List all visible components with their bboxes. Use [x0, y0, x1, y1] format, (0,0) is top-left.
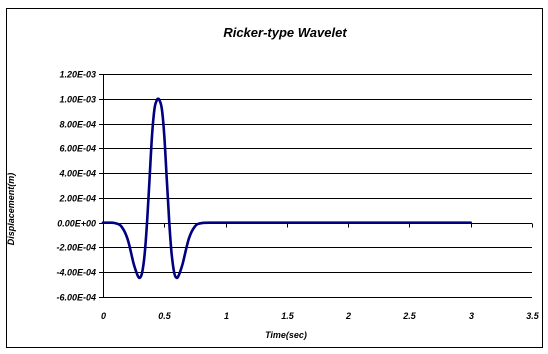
x-tick-label: 1: [224, 311, 229, 321]
x-tick-label: 3.5: [526, 311, 540, 321]
y-tick-label: 6.00E-04: [59, 144, 96, 154]
x-axis-label: Time(sec): [265, 330, 307, 340]
x-tick-label: 0.5: [158, 311, 172, 321]
x-tick-label: 3: [469, 311, 474, 321]
y-tick-label: 4.00E-04: [58, 169, 96, 179]
y-tick-label: -2.00E-04: [56, 243, 96, 253]
x-tick-label: 2.5: [402, 311, 417, 321]
x-tick-labels: 0 0.5 1 1.5 2 2.5 3 3.5: [101, 311, 540, 321]
x-tick-label: 1.5: [281, 311, 295, 321]
y-tick-label: -6.00E-04: [56, 293, 96, 303]
y-tick-label: -4.00E-04: [56, 268, 96, 278]
chart-title: Ricker-type Wavelet: [223, 25, 347, 40]
chart-frame: [6, 8, 543, 348]
y-tick-label: 8.00E-04: [59, 120, 96, 130]
y-tick-labels: 1.20E-03 1.00E-03 8.00E-04 6.00E-04 4.00E-04…: [56, 70, 96, 303]
plot-area: [99, 74, 533, 298]
y-tick-label: 1.00E-03: [59, 95, 96, 105]
series-line: [101, 97, 472, 280]
y-tick-label: 0.00E+00: [57, 219, 96, 229]
x-tick-label: 2: [345, 311, 351, 321]
x-tick-label: 0: [101, 311, 106, 321]
y-axis-label: Displacement(m): [6, 173, 16, 246]
y-tick-label: 2.00E-04: [58, 194, 96, 204]
y-tick-label: 1.20E-03: [59, 70, 96, 80]
